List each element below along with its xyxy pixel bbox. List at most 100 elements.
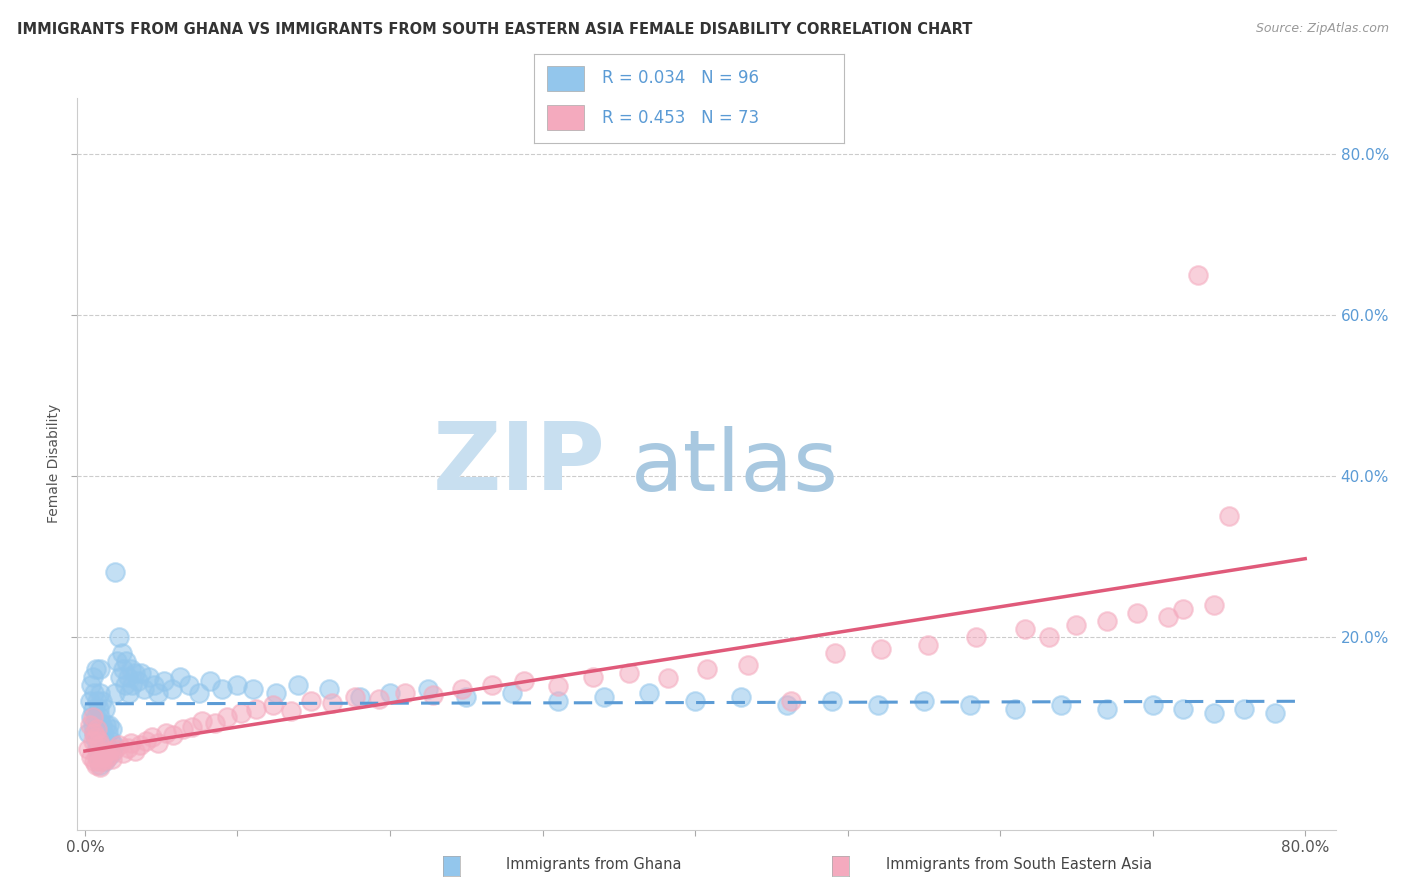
Point [89, 734, 111, 748]
Point [730, 690, 752, 704]
Point [1187, 268, 1209, 282]
Point [287, 678, 309, 692]
Point [100, 734, 122, 748]
Point [104, 686, 127, 700]
Point [98, 744, 121, 758]
Point [683, 694, 706, 708]
Point [547, 680, 569, 694]
Point [775, 698, 797, 712]
Point [98, 742, 121, 756]
Text: Immigrants from Ghana: Immigrants from Ghana [506, 857, 682, 872]
Point [87, 734, 110, 748]
Point [124, 744, 146, 758]
Point [619, 665, 641, 680]
Point [120, 662, 142, 676]
Point [86, 742, 108, 756]
Point [280, 704, 302, 718]
Point [90, 754, 112, 768]
Point [1004, 702, 1026, 716]
Point [141, 730, 163, 744]
Point [638, 686, 661, 700]
Point [737, 657, 759, 672]
Point [142, 678, 165, 692]
Point [180, 720, 202, 734]
Point [128, 738, 150, 752]
Point [112, 662, 135, 676]
Point [135, 734, 157, 748]
Point [917, 638, 939, 652]
Point [146, 736, 169, 750]
Point [83, 726, 105, 740]
Point [86, 750, 108, 764]
Point [89, 758, 111, 772]
Point [79, 718, 101, 732]
Y-axis label: Female Disability: Female Disability [48, 404, 62, 524]
Point [368, 692, 391, 706]
Point [91, 726, 114, 740]
Point [456, 690, 478, 704]
Point [138, 670, 160, 684]
Point [1173, 702, 1195, 716]
Point [96, 752, 118, 766]
Point [1202, 598, 1225, 612]
Point [912, 694, 935, 708]
Point [89, 662, 111, 676]
Point [262, 698, 284, 712]
Point [101, 752, 124, 766]
Point [153, 673, 176, 688]
Point [1095, 702, 1118, 716]
Point [83, 726, 105, 740]
Point [120, 736, 142, 750]
Text: R = 0.453   N = 73: R = 0.453 N = 73 [602, 109, 759, 127]
Point [112, 746, 135, 760]
Point [94, 702, 117, 716]
Point [91, 750, 114, 764]
Point [582, 670, 605, 684]
Point [321, 696, 343, 710]
Point [80, 710, 103, 724]
Point [89, 738, 111, 752]
Point [870, 641, 893, 656]
Point [104, 742, 127, 756]
Point [868, 698, 890, 712]
Point [82, 670, 104, 684]
Point [110, 646, 132, 660]
Point [134, 681, 156, 696]
Point [513, 673, 536, 688]
Point [77, 726, 100, 740]
Point [90, 742, 112, 756]
Point [1264, 706, 1286, 720]
Point [547, 694, 569, 708]
Point [107, 738, 129, 752]
Point [169, 670, 191, 684]
Point [87, 726, 110, 740]
Point [1173, 601, 1195, 615]
Point [117, 740, 139, 755]
Point [229, 706, 252, 720]
Point [97, 750, 120, 764]
Point [422, 688, 444, 702]
Point [96, 742, 118, 756]
Point [1014, 622, 1036, 636]
Point [117, 670, 139, 684]
Point [1157, 609, 1180, 624]
Point [1126, 606, 1149, 620]
Point [84, 662, 107, 676]
Point [1202, 706, 1225, 720]
Point [264, 686, 287, 700]
Point [821, 694, 844, 708]
FancyBboxPatch shape [547, 66, 583, 91]
Point [1038, 630, 1060, 644]
Point [89, 710, 111, 724]
Point [91, 750, 114, 764]
Text: atlas: atlas [631, 426, 839, 509]
Point [1233, 702, 1256, 716]
Point [378, 686, 401, 700]
Point [1066, 617, 1088, 632]
Point [121, 678, 143, 692]
Point [87, 754, 110, 768]
Point [162, 728, 184, 742]
FancyBboxPatch shape [547, 105, 583, 130]
Point [89, 686, 111, 700]
Point [1050, 698, 1073, 712]
